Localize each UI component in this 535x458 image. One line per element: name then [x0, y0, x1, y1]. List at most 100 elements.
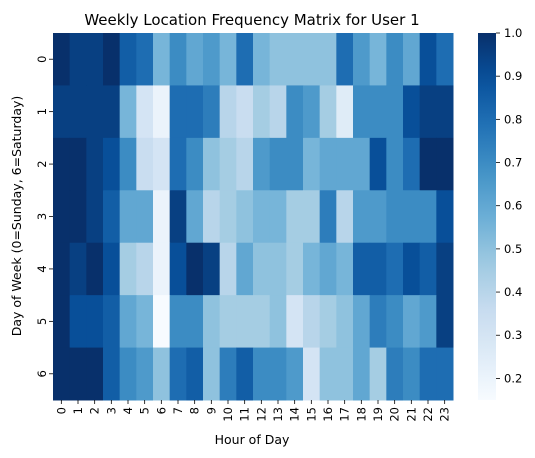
heatmap-cell	[336, 33, 354, 86]
heatmap-cell	[219, 85, 237, 139]
x-tick-label: 12	[254, 407, 268, 422]
heatmap-cell	[269, 137, 287, 191]
x-tick-label: 1	[71, 407, 85, 414]
heatmap-cell	[219, 137, 237, 191]
heatmap-cell	[403, 190, 421, 244]
heatmap-cell	[53, 295, 71, 349]
colorbar-tick-label: 0.6	[504, 199, 522, 213]
colorbar-tick-label: 0.4	[504, 285, 522, 299]
heatmap-cell	[286, 137, 304, 191]
x-tick-label: 15	[304, 407, 318, 422]
heatmap-cell	[186, 190, 204, 244]
colorbar-tick-label: 1.0	[504, 26, 522, 40]
heatmap-cell	[219, 295, 237, 349]
heatmap-cell	[353, 85, 371, 139]
heatmap-cell	[353, 242, 371, 296]
heatmap-cell	[269, 347, 287, 401]
x-tick-label: 16	[321, 407, 335, 422]
y-axis-label: Day of Week (0=Sunday, 6=Saturday)	[9, 96, 24, 337]
heatmap-cell	[286, 295, 304, 349]
heatmap-cell	[169, 33, 187, 86]
heatmap-cell	[186, 295, 204, 349]
heatmap-cell	[303, 33, 321, 86]
heatmap-cell	[169, 242, 187, 296]
heatmap-cell	[153, 242, 171, 296]
heatmap-cell	[69, 347, 87, 401]
heatmap-cell	[219, 242, 237, 296]
colorbar	[478, 33, 496, 400]
heatmap-cell	[219, 347, 237, 401]
heatmap-cell	[353, 137, 371, 191]
heatmap-cell	[403, 33, 421, 86]
heatmap-cell	[236, 33, 254, 86]
heatmap-cell	[386, 33, 404, 86]
heatmap-cell	[169, 347, 187, 401]
heatmap-cell	[203, 347, 221, 401]
heatmap-cell	[236, 347, 254, 401]
heatmap-cell	[386, 85, 404, 139]
y-tick-label: 2	[35, 160, 49, 167]
heatmap-cell	[436, 137, 454, 191]
heatmap-cell	[103, 295, 121, 349]
heatmap-cell	[253, 295, 271, 349]
heatmap-cell	[353, 347, 371, 401]
heatmap-cell	[119, 137, 137, 191]
heatmap-cell	[386, 347, 404, 401]
heatmap-cell	[336, 137, 354, 191]
heatmap-cell	[419, 242, 437, 296]
heatmap-cell	[236, 85, 254, 139]
heatmap-cell	[136, 242, 154, 296]
x-tick-label: 10	[221, 407, 235, 422]
heatmap-cell	[103, 33, 121, 86]
heatmap-cell	[436, 295, 454, 349]
heatmap-cell	[286, 242, 304, 296]
heatmap-cell	[136, 85, 154, 139]
y-tick-label: 6	[35, 370, 49, 377]
heatmap-cell	[86, 190, 104, 244]
heatmap-cell	[219, 190, 237, 244]
y-tick-label: 0	[35, 56, 49, 63]
heatmap-cell	[419, 347, 437, 401]
heatmap-cell	[253, 33, 271, 86]
x-tick-label: 17	[338, 407, 352, 422]
heatmap-cell	[286, 85, 304, 139]
heatmap-cell	[103, 137, 121, 191]
heatmap-cell	[369, 242, 387, 296]
x-tick-label: 8	[188, 407, 202, 414]
heatmap-cell	[253, 190, 271, 244]
heatmap-cell	[203, 85, 221, 139]
x-tick-label: 6	[154, 407, 168, 414]
heatmap-cell	[203, 242, 221, 296]
y-tick-label: 3	[35, 213, 49, 220]
heatmap-cell	[319, 295, 337, 349]
heatmap-cell	[53, 33, 71, 86]
heatmap-cell	[69, 85, 87, 139]
heatmap-cell	[253, 137, 271, 191]
heatmap-cell	[203, 190, 221, 244]
heatmap-cell	[403, 295, 421, 349]
heatmap-cell	[136, 137, 154, 191]
heatmap-cell	[153, 295, 171, 349]
heatmap-cell	[336, 190, 354, 244]
heatmap-cell	[403, 347, 421, 401]
y-tick-label: 5	[35, 318, 49, 325]
heatmap-cell	[186, 347, 204, 401]
heatmap-cell	[136, 295, 154, 349]
heatmap-cell	[186, 33, 204, 86]
y-tick-label: 4	[35, 265, 49, 272]
heatmap-cell	[436, 33, 454, 86]
heatmap-cell	[136, 347, 154, 401]
heatmap-cell	[53, 242, 71, 296]
heatmap-cell	[319, 190, 337, 244]
heatmap-cell	[86, 295, 104, 349]
heatmap-cell	[169, 137, 187, 191]
heatmap-cell	[419, 190, 437, 244]
heatmap-cell	[286, 190, 304, 244]
heatmap-cell	[86, 33, 104, 86]
x-tick-label: 7	[171, 407, 185, 414]
heatmap-cell	[153, 85, 171, 139]
heatmap-cell	[403, 242, 421, 296]
heatmap-cells	[53, 33, 454, 401]
heatmap-cell	[419, 85, 437, 139]
